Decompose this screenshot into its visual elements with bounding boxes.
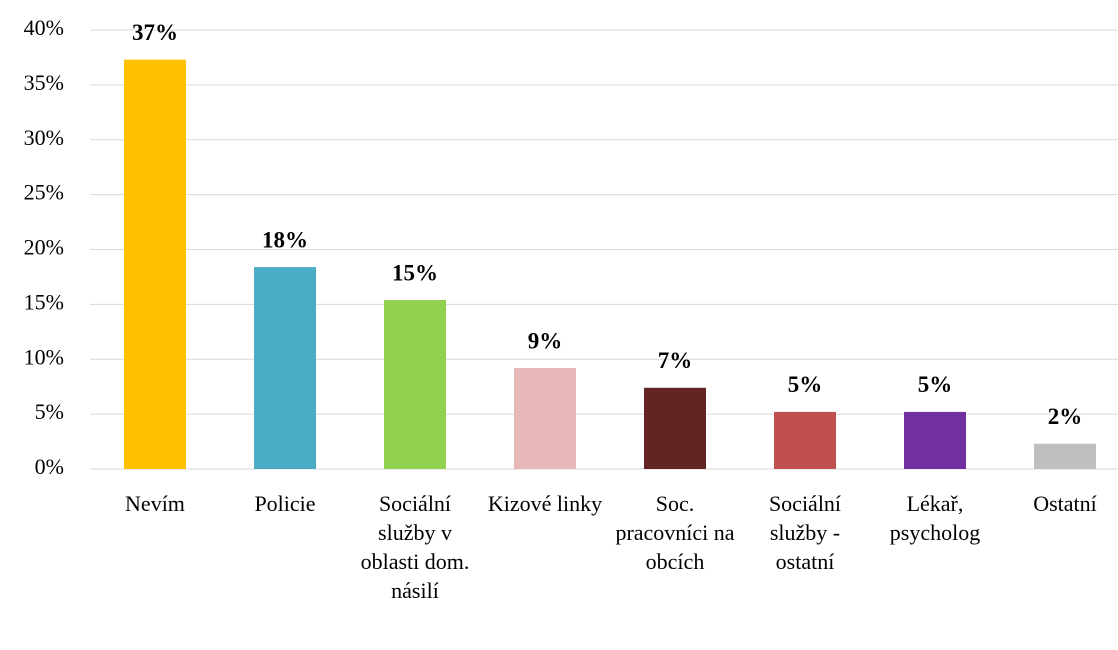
y-tick-label: 15%	[24, 289, 64, 314]
value-label: 5%	[788, 372, 823, 397]
bar	[774, 411, 836, 469]
x-tick-label: Lékař, psycholog	[889, 491, 981, 545]
y-tick-label: 10%	[24, 344, 64, 369]
x-tick-label: Policie	[254, 491, 316, 516]
value-label: 9%	[528, 328, 563, 353]
value-label: 37%	[132, 20, 178, 45]
value-label: 18%	[262, 227, 308, 252]
x-tick-label: Soc. pracovníci na obcích	[615, 491, 735, 574]
y-tick-label: 35%	[24, 70, 64, 95]
y-tick-label: 30%	[24, 125, 64, 150]
value-label: 7%	[658, 348, 693, 373]
bar	[1034, 443, 1096, 469]
y-tick-label: 5%	[35, 399, 64, 424]
bar	[384, 299, 446, 469]
y-tick-label: 25%	[24, 180, 64, 205]
bar	[514, 368, 576, 469]
value-label: 15%	[392, 260, 438, 285]
value-label: 5%	[918, 372, 953, 397]
y-tick-label: 40%	[24, 15, 64, 40]
x-tick-label: Sociální služby v oblasti dom. násilí	[360, 491, 470, 603]
x-tick-label: Sociální služby - ostatní	[768, 491, 842, 574]
bar	[254, 267, 316, 469]
x-tick-label: Kizové linky	[487, 491, 603, 516]
bar	[644, 387, 706, 469]
value-label: 2%	[1048, 404, 1083, 429]
bar	[124, 59, 186, 469]
y-tick-label: 0%	[35, 454, 64, 479]
y-tick-label: 20%	[24, 235, 64, 260]
bar	[904, 411, 966, 469]
x-tick-label: Ostatní	[1033, 491, 1097, 516]
x-tick-label: Nevím	[125, 491, 185, 516]
